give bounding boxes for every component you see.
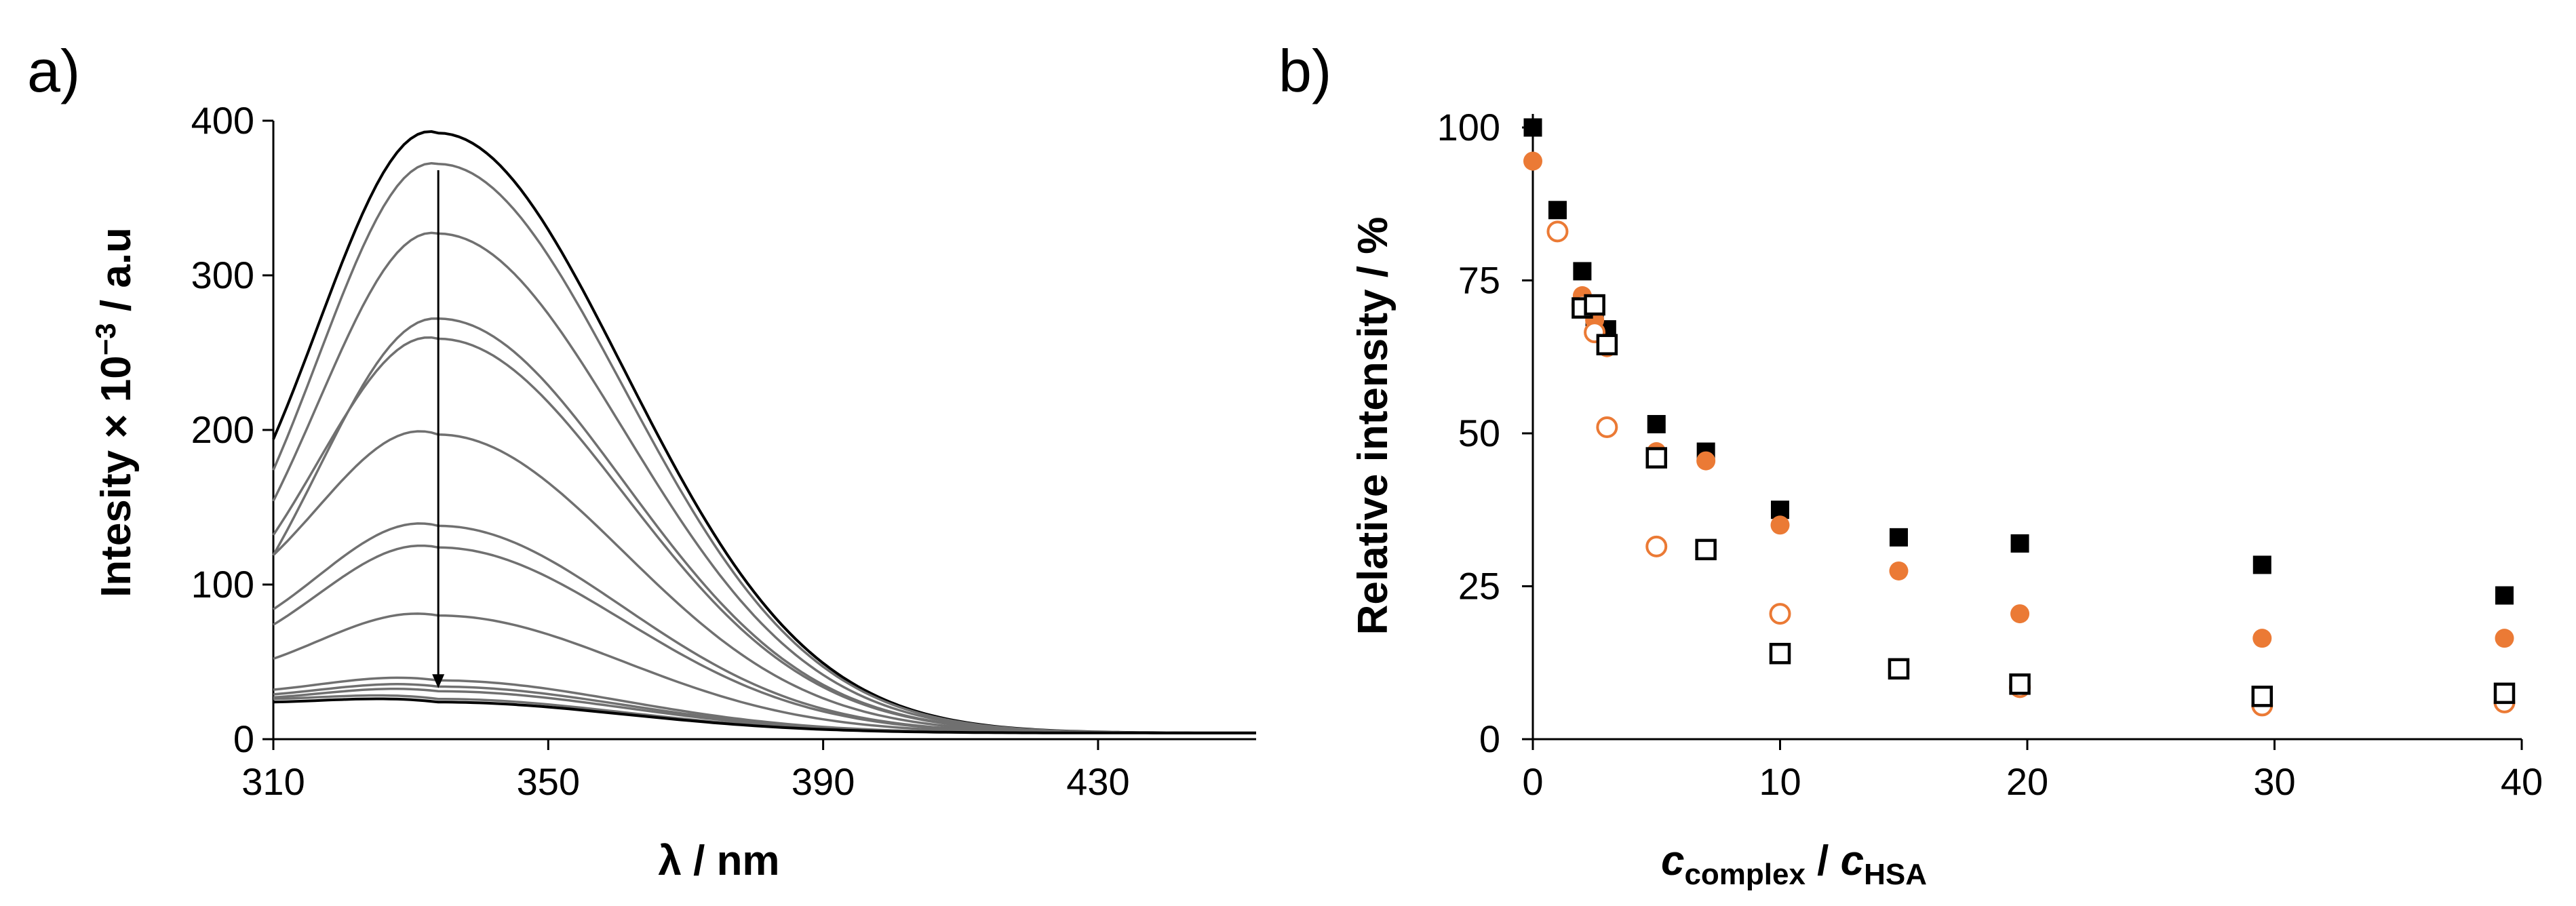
chart-b-point-series-1	[1573, 262, 1592, 281]
chart-b-xticks: 0 10 20 30 40	[1522, 760, 2543, 803]
chart-a-spectrum-line	[273, 612, 1256, 734]
chart-b-xtick-label: 0	[1522, 760, 1543, 803]
chart-b-point-series-1	[1889, 528, 1908, 547]
chart-a-ytick-label: 300	[191, 254, 254, 296]
chart-b-point-series-4	[2493, 682, 2516, 705]
chart-b-ytick-label: 0	[1479, 717, 1500, 760]
chart-a-xtick-label: 350	[517, 760, 580, 803]
chart-b-point-series-4	[2009, 673, 2031, 695]
chart-b-ytick-label: 100	[1437, 106, 1500, 149]
chart-b-point-series-1	[1548, 201, 1567, 220]
chart-b-point-series-3	[1596, 416, 1618, 438]
panel-a-label: a)	[27, 37, 80, 104]
chart-a-xtick-label: 310	[241, 760, 305, 803]
chart-a-yticks: 0 100 200 300 400	[191, 99, 254, 760]
chart-a-arrow-head	[432, 674, 445, 688]
chart-a-ytick-label: 0	[233, 717, 254, 760]
chart-a-spectrum-line	[272, 231, 1256, 734]
chart-b-ytick-label: 75	[1458, 259, 1500, 302]
chart-b-point-series-1	[2495, 586, 2514, 605]
chart-a-xticks: 310 350 390 430	[241, 760, 1129, 803]
chart-b-ytick-label: 25	[1458, 565, 1500, 608]
chart-b-point-series-1	[2252, 555, 2271, 574]
chart-b-point-series-4	[1584, 294, 1605, 316]
chart-b-point-series-1	[1523, 118, 1542, 137]
chart-b-point-series-1	[1647, 414, 1666, 433]
chart-b-point-series-4	[1645, 447, 1667, 469]
chart-b-point-series-3	[1645, 535, 1668, 557]
chart-a-xlabel: λ / nm	[658, 838, 779, 884]
chart-b-point-series-1	[2010, 534, 2029, 553]
chart-b-xtick-label: 30	[2253, 760, 2295, 803]
chart-a-xtick-label: 390	[792, 760, 855, 803]
chart-b	[1522, 114, 2523, 750]
chart-b-point-series-2	[1770, 515, 1790, 535]
chart-b-point-series-3	[1546, 220, 1569, 243]
chart-b-ylabel: Relative intensity / %	[1350, 217, 1397, 635]
chart-a-ylabel: Intesity × 10−3 / a.u	[90, 227, 140, 597]
chart-b-xtick-label: 40	[2501, 760, 2543, 803]
chart-a-ytick-label: 100	[191, 563, 254, 606]
chart-b-xlabel: ccomplex / cHSA	[1661, 838, 1927, 891]
chart-b-point-series-2	[1889, 561, 1909, 580]
chart-b-point-series-4	[2251, 686, 2273, 707]
chart-b-point-series-2	[1523, 151, 1542, 171]
chart-b-point-series-2	[2252, 629, 2272, 648]
chart-b-xtick-label: 20	[2006, 760, 2048, 803]
panel-b-label: b)	[1279, 37, 1331, 104]
chart-b-point-series-2	[1696, 451, 1716, 471]
chart-b-point-series-4	[1695, 538, 1717, 561]
chart-b-xtick-label: 10	[1759, 760, 1801, 803]
chart-b-point-series-2	[2495, 629, 2514, 648]
chart-b-point-series-4	[1769, 642, 1791, 665]
chart-b-point-series-4	[1596, 334, 1618, 355]
chart-b-ytick-label: 50	[1458, 412, 1500, 454]
chart-a-spectrum-line	[272, 161, 1256, 734]
chart-a-xtick-label: 430	[1066, 760, 1129, 803]
chart-a-ytick-label: 200	[191, 408, 254, 451]
chart-b-point-series-2	[2010, 604, 2030, 624]
chart-a-spectrum-line	[273, 697, 1256, 734]
chart-b-point-series-3	[1769, 603, 1791, 625]
chart-a-spectrum-line	[272, 336, 1256, 734]
chart-a-ytick-label: 400	[191, 99, 254, 142]
chart-b-point-series-4	[1888, 658, 1910, 680]
chart-b-yticks: 0 25 50 75 100	[1437, 106, 1500, 760]
chart-a-spectrum-line	[273, 544, 1256, 734]
chart-a	[262, 119, 1257, 750]
